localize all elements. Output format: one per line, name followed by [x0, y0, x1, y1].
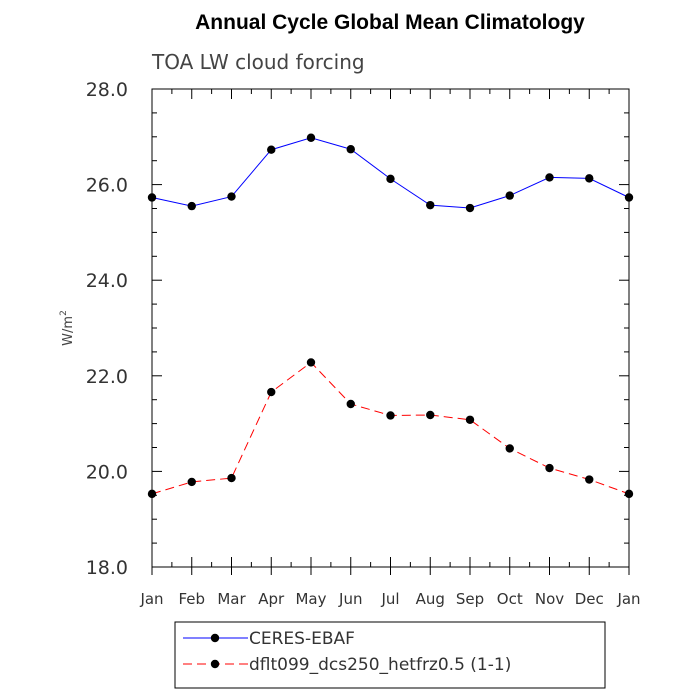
data-point-series-1: [227, 473, 236, 483]
series-line-0: [151, 137, 630, 209]
y-tick-label: 24.0: [86, 270, 128, 292]
data-point-series-1: [346, 399, 355, 409]
data-point-series-0: [147, 193, 157, 202]
y-axis-label: W/m2: [59, 310, 76, 346]
x-tick-label: Sep: [456, 590, 484, 608]
data-point-series-0: [227, 192, 236, 201]
data-point-series-0: [386, 174, 395, 184]
legend-label-1: dflt099_dcs250_hetfrz0.5 (1-1): [249, 655, 511, 675]
data-point-series-0: [346, 145, 355, 154]
legend: CERES-EBAF dflt099_dcs250_hetfrz0.5 (1-1): [174, 621, 606, 689]
data-point-series-1: [545, 463, 554, 473]
x-ticks: Jan Feb Mar Apr May Jun Jul Aug Sep Oct Nov Dec Jan: [139, 89, 641, 608]
y-tick-label: 20.0: [86, 461, 128, 483]
x-tick-label: Jan: [616, 590, 640, 608]
data-point-series-0: [267, 145, 276, 154]
series-line-1: [151, 361, 630, 495]
data-point-series-0: [585, 174, 594, 183]
y-tick-label: 28.0: [86, 79, 128, 101]
y-tick-label: 26.0: [86, 175, 128, 197]
y-ticks: 18.0 20.0 22.0 24.0 26.0 28.0: [86, 79, 629, 579]
x-tick-label: Apr: [258, 590, 285, 608]
y-tick-label: 22.0: [86, 366, 128, 388]
x-tick-label: Dec: [575, 590, 604, 608]
data-point-series-1: [585, 475, 594, 484]
plot-frame: [151, 88, 630, 568]
data-point-series-1: [267, 387, 276, 397]
data-point-series-1: [306, 358, 316, 367]
data-point-series-1: [624, 489, 634, 499]
x-tick-label: Aug: [416, 590, 445, 608]
x-tick-label: Jun: [338, 590, 362, 608]
data-point-series-1: [187, 477, 196, 487]
svg-text:W/m2: W/m2: [59, 310, 76, 346]
data-point-series-0: [545, 173, 554, 182]
y-axis-label-superscript: 2: [59, 310, 69, 316]
chart-subtitle: TOA LW cloud forcing: [151, 50, 365, 74]
x-tick-label: Nov: [535, 590, 564, 608]
x-tick-label: Feb: [178, 590, 205, 608]
data-point-series-0: [505, 191, 514, 200]
legend-label-0: CERES-EBAF: [249, 629, 355, 649]
data-point-series-0: [187, 201, 196, 211]
legend-marker-0: [210, 633, 220, 643]
data-point-series-1: [386, 411, 395, 420]
data-point-series-1: [465, 415, 475, 424]
x-tick-label: May: [295, 590, 326, 608]
legend-entries: CERES-EBAF dflt099_dcs250_hetfrz0.5 (1-1): [183, 629, 511, 675]
data-point-series-0: [624, 193, 634, 202]
chart-title: Annual Cycle Global Mean Climatology: [195, 11, 585, 34]
x-tick-label: Oct: [497, 590, 523, 608]
data-point-series-1: [505, 444, 514, 453]
data-point-series-0: [426, 200, 435, 210]
legend-box: [174, 621, 606, 689]
data-point-series-0: [306, 133, 316, 142]
legend-marker-1: [210, 659, 220, 669]
series-layer: [147, 133, 634, 499]
data-point-series-0: [465, 203, 475, 213]
x-tick-label: Jan: [139, 590, 163, 608]
data-point-series-1: [426, 410, 435, 420]
x-tick-label: Jul: [380, 590, 399, 608]
data-point-series-1: [147, 489, 157, 499]
y-tick-label: 18.0: [86, 557, 128, 579]
x-tick-label: Mar: [217, 590, 246, 608]
y-axis-label-text: W/m: [61, 316, 76, 346]
